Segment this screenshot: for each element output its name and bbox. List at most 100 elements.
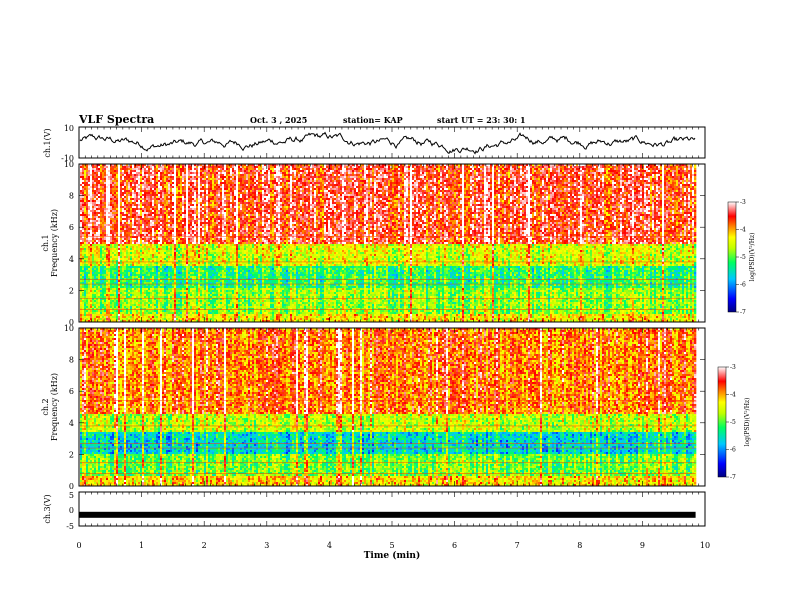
spectrogram-cell xyxy=(92,210,94,212)
spectrogram-cell xyxy=(90,242,92,244)
spectrogram-cell xyxy=(80,214,82,216)
spectrogram-cell xyxy=(84,292,86,294)
spectrogram-cell xyxy=(80,206,82,208)
spectrogram-cell xyxy=(80,238,82,240)
spectrogram-cell xyxy=(82,200,84,202)
spectrogram-cell xyxy=(84,242,86,244)
spectrogram-cell xyxy=(96,254,98,256)
spectrogram-cell xyxy=(96,184,98,186)
spectrogram-cell xyxy=(80,262,82,264)
spectrogram-cell xyxy=(82,314,84,316)
spectrogram-cell xyxy=(82,244,84,246)
spectrogram-cell xyxy=(88,216,90,218)
spectrogram-cell xyxy=(84,168,86,170)
spectrogram-cell xyxy=(90,240,92,242)
spectrogram-cell xyxy=(92,172,94,174)
spectrogram-cell xyxy=(84,302,86,304)
spectrogram-cell xyxy=(92,186,94,188)
spectrogram-cell xyxy=(82,300,84,302)
spectrogram-cell xyxy=(82,222,84,224)
spectrogram-cell xyxy=(96,220,98,222)
figure-title: VLF Spectra xyxy=(78,113,154,126)
spectrogram-cell xyxy=(82,264,84,266)
spectrogram-cell xyxy=(94,220,96,222)
spectrogram-cell xyxy=(84,210,86,212)
spectrogram-cell xyxy=(80,316,82,318)
spectrogram-cell xyxy=(94,238,96,240)
spectrogram-cell xyxy=(96,176,98,178)
spectrogram-cell xyxy=(82,270,84,272)
spectrogram-cell xyxy=(86,194,88,196)
spectrogram-cell xyxy=(82,204,84,206)
spectrogram-cell xyxy=(94,268,96,270)
spectrogram-cell xyxy=(92,206,94,208)
spectrogram-cell xyxy=(94,240,96,242)
spectrogram-cell xyxy=(96,286,98,288)
spectrogram-cell xyxy=(84,240,86,242)
spectrogram-cell xyxy=(96,214,98,216)
spectrogram-cell xyxy=(88,182,90,184)
spectrogram-cell xyxy=(96,292,98,294)
spectrogram-cell xyxy=(88,272,90,274)
spectrogram-cell xyxy=(86,262,88,264)
spectrogram-cell xyxy=(86,318,88,320)
spectrogram-cell xyxy=(92,314,94,316)
spectrogram-cell xyxy=(86,168,88,170)
spectrogram-cell xyxy=(96,314,98,316)
spectrogram-cell xyxy=(84,264,86,266)
spectrogram-cell xyxy=(90,170,92,172)
spectrogram-cell xyxy=(88,270,90,272)
spectrogram-cell xyxy=(92,212,94,214)
spectrogram-cell xyxy=(92,176,94,178)
spectrogram-cell xyxy=(86,312,88,314)
spectrogram-cell xyxy=(96,274,98,276)
spectrogram-cell xyxy=(86,230,88,232)
spectrogram-cell xyxy=(90,184,92,186)
spectrogram-cell xyxy=(84,286,86,288)
spectrogram-cell xyxy=(80,300,82,302)
spectrogram-cell xyxy=(86,220,88,222)
spectrogram-cell xyxy=(84,172,86,174)
spectrogram-cell xyxy=(88,294,90,296)
spectrogram-cell xyxy=(96,200,98,202)
spectrogram-cell xyxy=(96,174,98,176)
spectrogram-cell xyxy=(96,216,98,218)
spectrogram-cell xyxy=(96,242,98,244)
spectrogram-cell xyxy=(82,196,84,198)
spectrogram-cell xyxy=(82,286,84,288)
spectrogram-cell xyxy=(94,318,96,320)
spectrogram-cell xyxy=(88,200,90,202)
spectrogram-cell xyxy=(90,226,92,228)
spectrogram-cell xyxy=(86,180,88,182)
spectrogram-cell xyxy=(86,272,88,274)
spectrogram-cell xyxy=(84,180,86,182)
spectrogram-cell xyxy=(90,218,92,220)
spectrogram-cell xyxy=(84,266,86,268)
spectrogram-cell xyxy=(82,250,84,252)
spectrogram-cell xyxy=(92,182,94,184)
spectrogram-cell xyxy=(96,264,98,266)
spectrogram-cell xyxy=(90,166,92,168)
spectrogram-cell xyxy=(90,182,92,184)
spectrogram-cell xyxy=(88,310,90,312)
spectrogram-cell xyxy=(84,206,86,208)
spectrogram-cell xyxy=(96,210,98,212)
spectrogram-cell xyxy=(86,200,88,202)
spectrogram-cell xyxy=(90,246,92,248)
spectrogram-cell xyxy=(82,218,84,220)
spectrogram-cell xyxy=(90,186,92,188)
spectrogram-cell xyxy=(92,234,94,236)
spectrogram-cell xyxy=(90,222,92,224)
spectrogram-cell xyxy=(88,226,90,228)
spectrogram-cell xyxy=(92,232,94,234)
spectrogram-cell xyxy=(86,186,88,188)
spectrogram-cell xyxy=(96,300,98,302)
spectrogram-cell xyxy=(98,172,100,174)
spectrogram-cell xyxy=(92,316,94,318)
spectrogram-cell xyxy=(92,198,94,200)
spectrogram-cell xyxy=(94,194,96,196)
spectrogram-cell xyxy=(88,302,90,304)
spectrogram-cell xyxy=(80,218,82,220)
spectrogram-cell xyxy=(94,222,96,224)
spectrogram-cell xyxy=(94,262,96,264)
